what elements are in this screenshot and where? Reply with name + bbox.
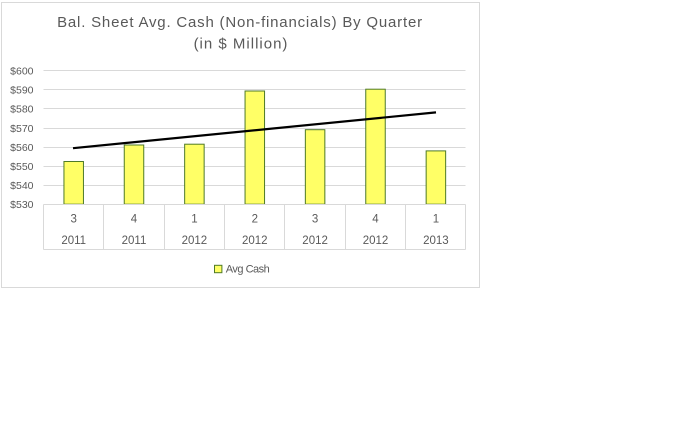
svg-text:$530: $530 — [10, 199, 34, 211]
svg-text:Avg Cash: Avg Cash — [226, 264, 270, 276]
svg-text:4: 4 — [372, 214, 379, 226]
svg-text:1: 1 — [191, 214, 197, 226]
svg-text:(in $ Million): (in $ Million) — [194, 36, 289, 53]
svg-text:$570: $570 — [10, 123, 34, 135]
svg-text:$580: $580 — [10, 104, 34, 116]
svg-text:4: 4 — [131, 214, 138, 226]
svg-text:$550: $550 — [10, 161, 34, 173]
svg-text:2012: 2012 — [182, 235, 208, 247]
svg-text:2013: 2013 — [423, 235, 449, 247]
svg-text:3: 3 — [312, 214, 318, 226]
svg-text:2012: 2012 — [302, 235, 328, 247]
svg-text:2011: 2011 — [122, 235, 147, 247]
svg-text:$590: $590 — [10, 85, 34, 97]
svg-text:2011: 2011 — [61, 235, 86, 247]
svg-text:3: 3 — [70, 214, 76, 226]
svg-text:1: 1 — [433, 214, 439, 226]
svg-text:2012: 2012 — [363, 235, 389, 247]
svg-text:2: 2 — [252, 214, 258, 226]
svg-text:$600: $600 — [10, 66, 34, 78]
svg-text:$560: $560 — [10, 142, 34, 154]
svg-text:$540: $540 — [10, 180, 34, 192]
svg-text:Bal. Sheet Avg. Cash (Non-fina: Bal. Sheet Avg. Cash (Non-financials) By… — [57, 14, 423, 31]
svg-text:2012: 2012 — [242, 235, 268, 247]
